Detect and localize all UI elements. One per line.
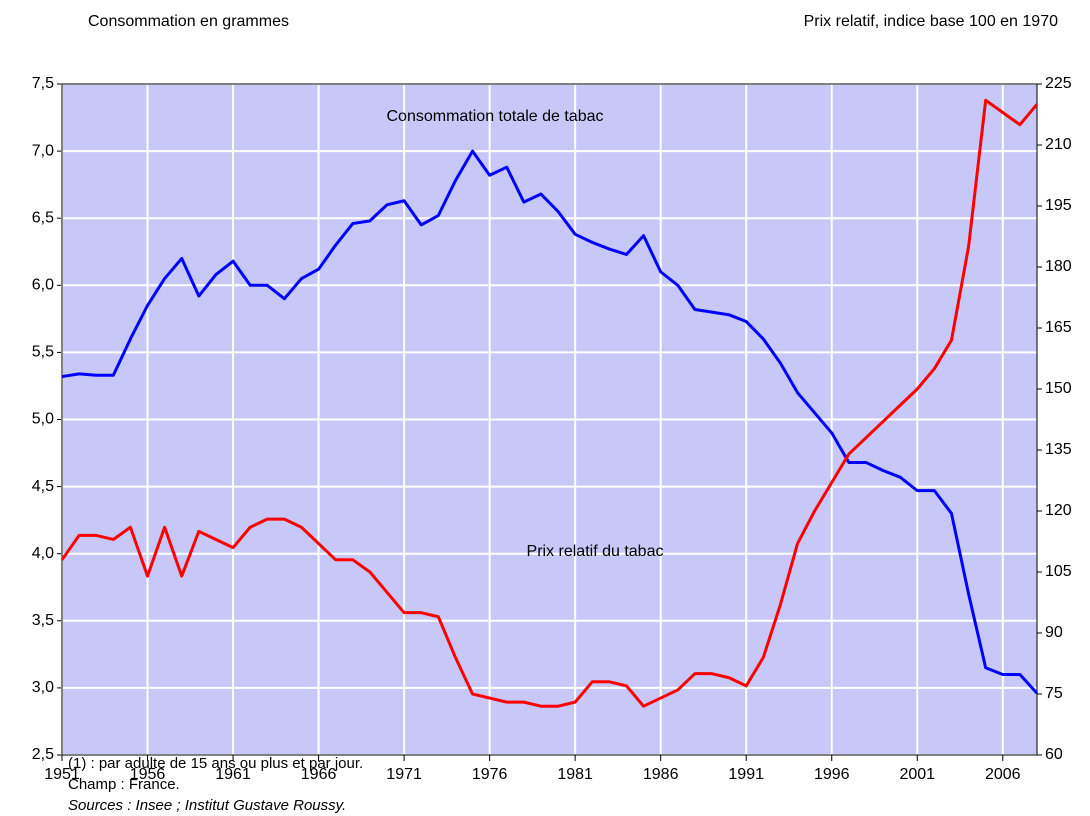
x-tick-label: 1961 (215, 766, 251, 783)
y2-tick-label: 225 (1045, 75, 1072, 92)
footnote: (1) : par adulte de 15 ans ou plus et pa… (68, 755, 363, 772)
x-tick-label: 2001 (899, 766, 935, 783)
footnote: Champ : France. (68, 776, 180, 793)
y2-tick-label: 135 (1045, 441, 1072, 458)
x-tick-label: 1986 (643, 766, 679, 783)
x-tick-label: 1966 (301, 766, 337, 783)
y-tick-label: 7,0 (32, 142, 54, 159)
y-tick-label: 7,5 (32, 75, 54, 92)
y2-tick-label: 60 (1045, 746, 1063, 763)
y2-tick-label: 180 (1045, 258, 1072, 275)
y-tick-label: 6,5 (32, 209, 54, 226)
x-tick-label: 1991 (728, 766, 764, 783)
x-tick-label: 1971 (386, 766, 422, 783)
y-tick-label: 3,0 (32, 679, 54, 696)
y-tick-label: 2,5 (32, 746, 54, 763)
y2-tick-label: 90 (1045, 624, 1063, 641)
x-tick-label: 2006 (985, 766, 1021, 783)
y2-tick-label: 150 (1045, 380, 1072, 397)
x-tick-label: 1981 (557, 766, 593, 783)
x-tick-label: 1996 (814, 766, 850, 783)
y-tick-label: 4,0 (32, 545, 54, 562)
y2-tick-label: 210 (1045, 136, 1072, 153)
y-tick-label: 3,5 (32, 612, 54, 629)
y-axis-label: Consommation en grammes (88, 13, 289, 30)
y-tick-label: 5,5 (32, 344, 54, 361)
footnote: Sources : Insee ; Institut Gustave Rouss… (68, 797, 346, 814)
y2-axis-label: Prix relatif, indice base 100 en 1970 (804, 13, 1058, 30)
x-tick-label: 1976 (472, 766, 508, 783)
annotation: Consommation totale de tabac (386, 108, 603, 125)
y-tick-label: 5,0 (32, 411, 54, 428)
annotation: Prix relatif du tabac (527, 543, 664, 560)
y2-tick-label: 120 (1045, 502, 1072, 519)
y2-tick-label: 165 (1045, 319, 1072, 336)
series-line (61, 149, 1039, 695)
y2-tick-label: 75 (1045, 685, 1063, 702)
y2-tick-label: 195 (1045, 197, 1072, 214)
x-tick-label: 1956 (130, 766, 166, 783)
series-line (60, 98, 1039, 708)
plot-frame (61, 83, 1038, 756)
y2-tick-label: 105 (1045, 563, 1072, 580)
y-tick-label: 4,5 (32, 478, 54, 495)
x-tick-label: 1951 (44, 766, 80, 783)
y-tick-label: 6,0 (32, 277, 54, 294)
